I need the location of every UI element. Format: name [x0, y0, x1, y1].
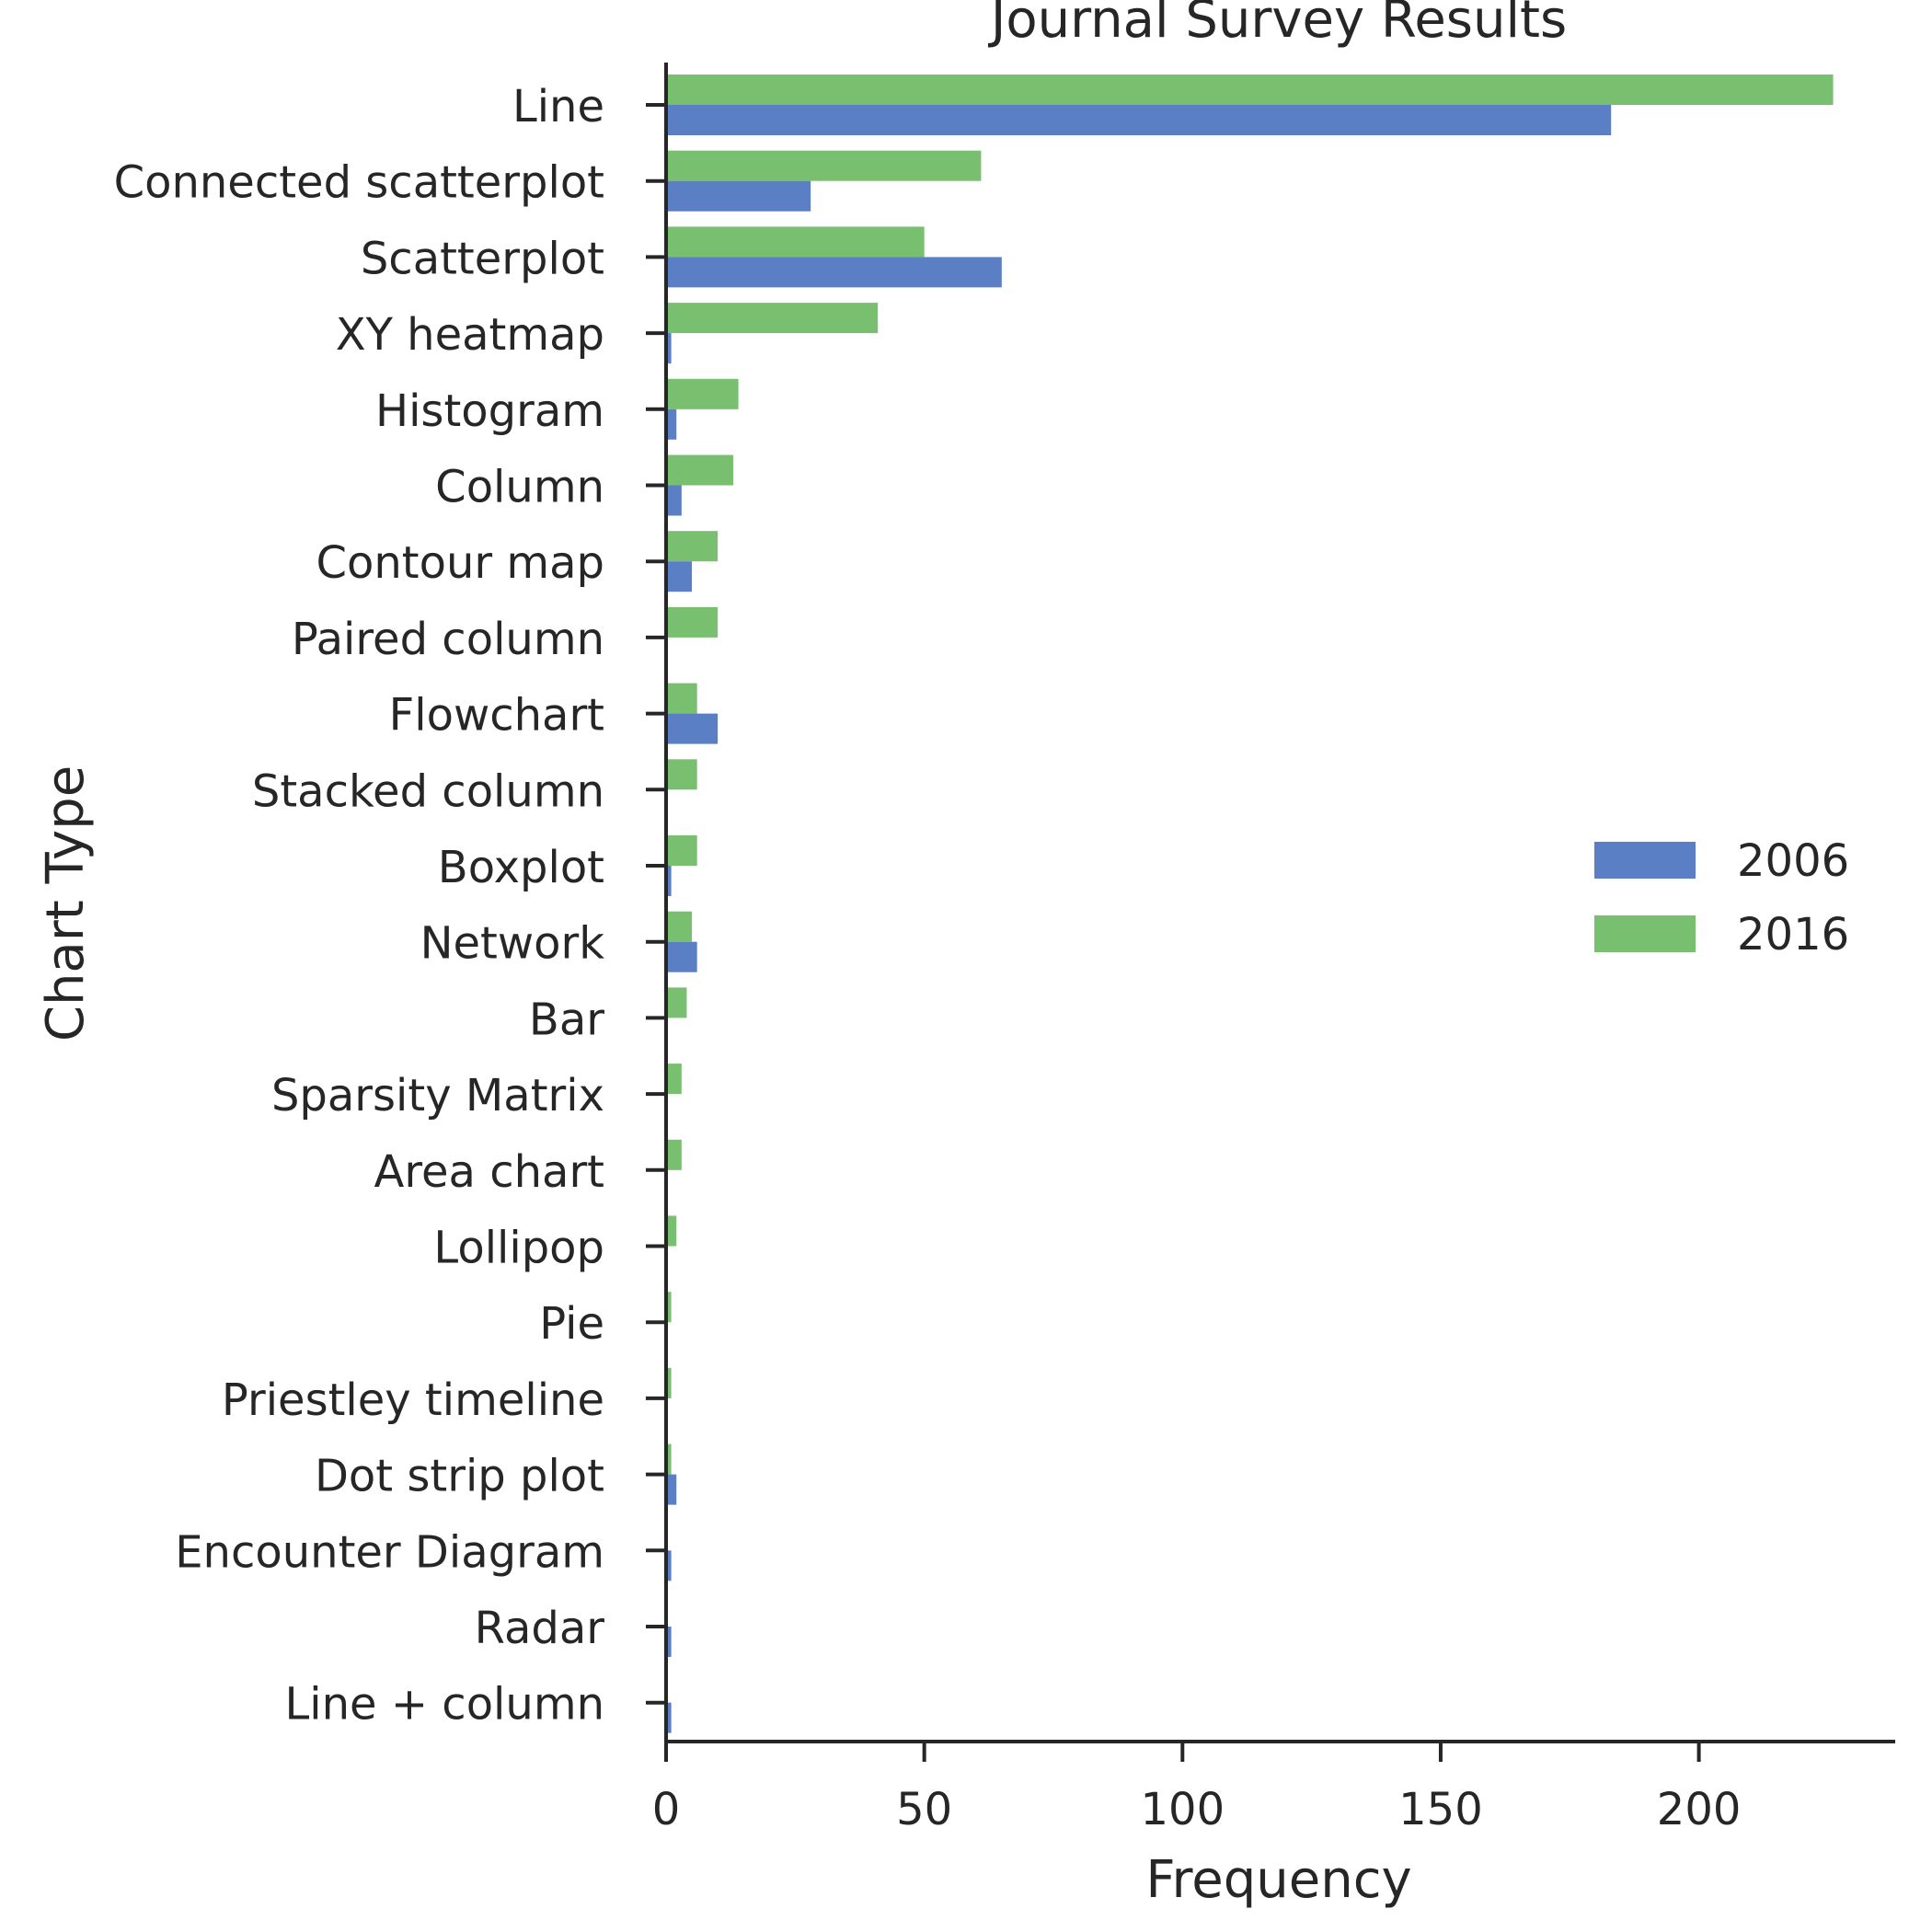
bar-histogram-2006 — [666, 408, 677, 440]
y-tick-label: Stacked column — [252, 765, 604, 817]
bar-contour-map-2016 — [666, 531, 719, 562]
bar-line-2016 — [666, 75, 1834, 105]
bar-line-2006 — [666, 105, 1612, 135]
bar-histogram-2016 — [666, 378, 739, 409]
y-tick-label: Flowchart — [389, 690, 604, 742]
y-tick-label: Radar — [475, 1603, 605, 1654]
y-axis-ticks: Line Connected scatterplot Scatterplot XY h… — [114, 81, 666, 1731]
bar-bar-2016 — [666, 987, 687, 1018]
y-tick-label: Lollipop — [433, 1223, 604, 1274]
bar-network-2016 — [666, 911, 693, 942]
bar-paired-column-2016 — [666, 606, 719, 638]
bar-scatterplot-2006 — [666, 257, 1002, 288]
y-tick-label: Dot strip plot — [315, 1451, 604, 1502]
bar-dot-strip-plot-2016 — [666, 1443, 672, 1475]
bar-dot-strip-plot-2006 — [666, 1474, 677, 1505]
x-tick-label: 100 — [1140, 1784, 1225, 1835]
bar-boxplot-2016 — [666, 835, 697, 866]
y-tick-label: Pie — [539, 1298, 604, 1350]
y-tick-label: Histogram — [375, 385, 604, 437]
bar-network-2006 — [666, 941, 697, 972]
bar-encounter-diagram-2006 — [666, 1550, 672, 1581]
bar-priestley-timeline-2016 — [666, 1367, 672, 1398]
bar-connected-scatterplot-2006 — [666, 180, 811, 212]
bar-flowchart-2016 — [666, 683, 697, 714]
y-tick-label: XY heatmap — [336, 309, 604, 361]
legend-swatch-2016 — [1594, 915, 1696, 952]
x-tick-label: 0 — [652, 1784, 681, 1835]
y-tick-label: Boxplot — [438, 842, 604, 893]
bar-xy-heatmap-2016 — [666, 303, 879, 334]
x-axis-label: Frequency — [1145, 1850, 1411, 1910]
y-tick-label: Column — [435, 462, 604, 513]
chart-title: Journal Survey Results — [988, 0, 1567, 50]
y-tick-label: Network — [420, 918, 605, 970]
y-tick-label: Paired column — [292, 614, 604, 665]
x-tick-label: 50 — [896, 1784, 952, 1835]
y-tick-label: Priestley timeline — [222, 1374, 604, 1426]
bar-flowchart-2006 — [666, 713, 719, 744]
y-tick-label: Connected scatterplot — [114, 157, 604, 209]
y-tick-label: Contour map — [316, 537, 604, 589]
x-axis-ticks: 0 50 100 150 200 — [652, 1742, 1742, 1835]
y-tick-label: Bar — [529, 994, 604, 1045]
bar-column-2016 — [666, 454, 733, 486]
y-tick-label: Sparsity Matrix — [271, 1070, 604, 1121]
bar-column-2006 — [666, 485, 682, 516]
bar-radar-2006 — [666, 1627, 672, 1657]
y-tick-label: Area chart — [374, 1146, 605, 1198]
bar-line-column-2006 — [666, 1702, 672, 1733]
bar-area-chart-2016 — [666, 1139, 682, 1170]
x-tick-label: 200 — [1657, 1784, 1742, 1835]
legend-label-2016: 2016 — [1737, 909, 1849, 960]
bar-sparsity-matrix-2016 — [666, 1064, 682, 1095]
legend: 2006 2016 — [1594, 835, 1849, 960]
bar-contour-map-2006 — [666, 561, 693, 592]
legend-swatch-2006 — [1594, 842, 1696, 879]
bar-boxplot-2006 — [666, 866, 672, 896]
bar-pie-2016 — [666, 1292, 672, 1323]
bar-lollipop-2016 — [666, 1215, 677, 1247]
x-tick-label: 150 — [1398, 1784, 1483, 1835]
y-tick-label: Scatterplot — [361, 233, 604, 284]
y-axis-label: Chart Type — [36, 765, 96, 1041]
bar-connected-scatterplot-2016 — [666, 150, 982, 181]
y-tick-label: Encounter Diagram — [175, 1526, 604, 1578]
bar-scatterplot-2016 — [666, 226, 925, 258]
bar-xy-heatmap-2006 — [666, 333, 672, 364]
bars-group — [666, 75, 1834, 1733]
y-tick-label: Line + column — [285, 1679, 604, 1731]
bar-stacked-column-2016 — [666, 759, 697, 790]
y-tick-label: Line — [512, 81, 604, 132]
legend-label-2006: 2006 — [1737, 835, 1849, 887]
